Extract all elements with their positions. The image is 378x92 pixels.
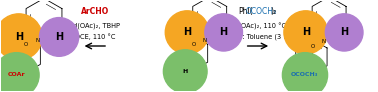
Ellipse shape [163, 50, 207, 92]
Ellipse shape [325, 14, 363, 51]
Text: O: O [191, 42, 196, 47]
Text: DCE, 110 °C: DCE, 110 °C [74, 34, 115, 40]
Ellipse shape [39, 18, 79, 56]
Text: COAr: COAr [8, 72, 25, 77]
Text: N: N [202, 38, 206, 43]
Ellipse shape [165, 11, 209, 54]
Text: O: O [24, 42, 28, 47]
Ellipse shape [0, 14, 42, 60]
Text: H: H [55, 32, 63, 42]
Text: AcOH : Toluene (3 : 1): AcOH : Toluene (3 : 1) [222, 34, 294, 40]
Text: N: N [36, 38, 40, 43]
Ellipse shape [0, 53, 39, 92]
Text: H: H [183, 27, 191, 37]
Text: )₂: )₂ [270, 7, 276, 16]
Text: H: H [220, 27, 228, 37]
Text: H: H [15, 32, 23, 42]
Text: OCOCH₃: OCOCH₃ [245, 7, 276, 16]
Text: H: H [183, 69, 188, 74]
Ellipse shape [284, 11, 328, 54]
Text: N: N [322, 39, 326, 44]
Text: Pd(OAc)₂, TBHP: Pd(OAc)₂, TBHP [69, 23, 120, 29]
Ellipse shape [282, 53, 328, 92]
Ellipse shape [205, 14, 242, 51]
Text: Pd(OAc)₂, 110 °C: Pd(OAc)₂, 110 °C [230, 22, 286, 30]
Text: H: H [302, 27, 310, 37]
Text: PhI(: PhI( [239, 7, 253, 16]
Text: H: H [340, 27, 348, 37]
Text: O: O [310, 44, 314, 49]
Text: OCOCH₃: OCOCH₃ [291, 72, 319, 77]
Text: ArCHO: ArCHO [81, 7, 109, 16]
